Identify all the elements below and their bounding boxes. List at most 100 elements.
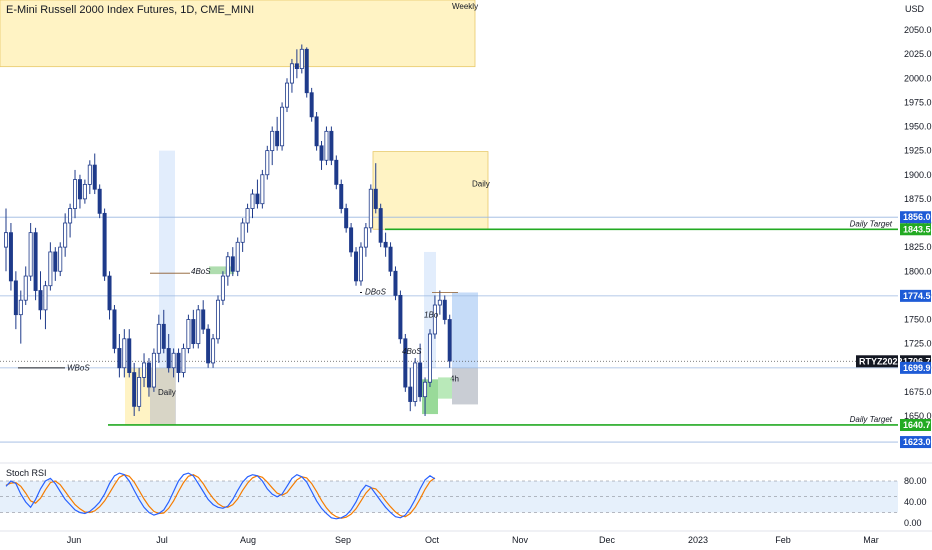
candle-body [43,285,48,311]
candle-body [48,251,53,287]
candle [13,271,18,330]
candle [137,367,142,412]
candle [68,203,73,238]
level-tag-1 [900,223,931,236]
candle-body [220,275,225,301]
candle [156,314,161,363]
time-tick: Dec [599,535,616,545]
level-tag-text-0: 1856.0 [903,212,931,222]
projection-box [452,292,478,368]
candle-body [299,48,304,69]
candle [354,247,359,286]
candle-body [309,92,314,118]
candle [18,290,23,344]
price-tick: 2000.0 [904,73,932,83]
candle-body [146,362,151,388]
candle-body [265,150,270,176]
candle [23,266,28,306]
candle-body [418,362,423,398]
level-tag-text-1: 1843.5 [903,224,931,234]
candle-body [413,362,418,402]
candle [240,218,245,252]
candle-body [285,82,290,108]
candle-body [73,179,78,209]
candle-body [68,208,73,224]
candle [161,309,166,354]
candle [206,324,211,368]
price-axis[interactable]: USD1650.01675.01700.01725.01750.01775.01… [856,0,932,462]
candle-body [127,338,132,373]
candle [4,208,9,272]
candle [171,348,176,378]
candle [33,227,38,301]
levels-layer: Daily Target Daily Target [0,216,898,443]
candle [132,362,137,416]
candle-body [132,372,137,407]
candle-body [432,304,437,335]
price-tick: 2050.0 [904,25,932,35]
stoch-tick: 80.00 [904,476,927,486]
candle-body [122,338,127,369]
candle-body [423,381,428,398]
candle-body [82,183,87,200]
price-tick: 1800.0 [904,266,932,276]
weekly-zone [0,0,476,68]
candle [442,295,447,325]
candle-body [368,188,373,229]
candle [196,305,201,349]
candle [92,153,97,195]
level-tag-text-6: 1623.0 [903,437,931,447]
candle-body [117,348,122,369]
annotations-layer: WBoS DBoS 4BoS 1Bo 4BoS [18,267,458,373]
time-axis[interactable]: Jun Jul Aug Sep Oct Nov Dec 2023 Feb Mar [0,530,932,545]
stoch-k-line [5,472,436,520]
candle [260,169,265,209]
candle-body [275,130,280,147]
four-bos-label: 4BoS [191,267,211,276]
time-tick: 2023 [688,535,708,545]
candle [58,242,63,277]
candle [437,290,442,315]
candle [201,300,206,334]
candle-body [206,328,211,364]
symbol-tag-text: RTYZ2022 [859,356,903,366]
candle-body [28,232,33,277]
price-tick: 1650.0 [904,411,932,421]
candle [215,295,220,344]
candle [403,333,408,392]
candle-body [363,227,368,248]
candle-body [53,251,58,272]
candle-body [196,309,201,345]
candle-body [13,280,18,316]
candle-body [314,116,319,147]
candle [368,184,373,233]
level-note-5: Daily Target [850,415,893,424]
candle [363,223,368,257]
time-tick: Jul [156,535,168,545]
candle-body [38,290,43,311]
candle-body [260,174,265,205]
candle [102,208,107,281]
time-tick: Jun [67,535,82,545]
level-tag-5 [900,418,931,431]
candle-body [240,222,245,243]
candle-body [250,193,255,209]
candle-body [92,164,97,190]
candle-body [58,246,63,272]
candle [294,49,299,79]
candle [339,179,344,214]
candle-body [97,188,102,214]
candle [314,112,319,151]
order-block-2 [438,377,452,399]
candle-body [354,251,359,282]
time-band-1 [159,150,175,368]
candle-body [142,362,147,378]
stoch-panel: Stoch RSI 80.00 40.00 0.00 [0,462,932,528]
candle-body [225,256,230,277]
candle-body [4,232,9,248]
candle-body [329,130,334,161]
candle-body [245,208,250,224]
candle-body [447,319,452,362]
candle [87,160,92,195]
